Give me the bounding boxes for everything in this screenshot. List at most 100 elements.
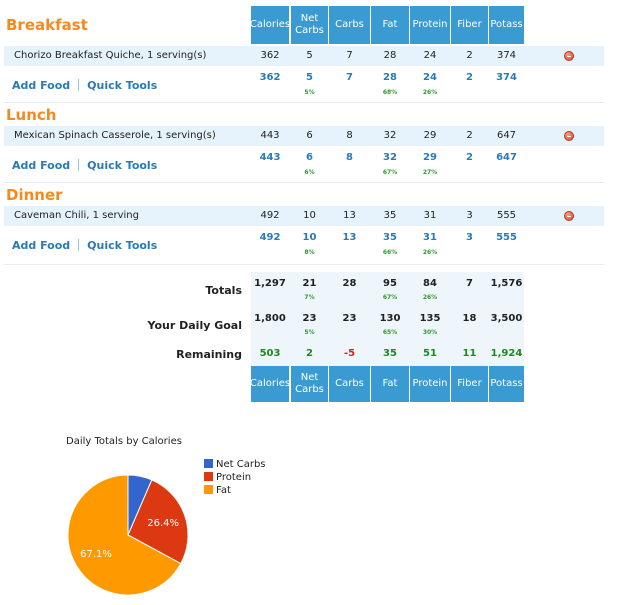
- goal-value-protein: 135: [419, 313, 441, 324]
- column-header-net-carbs: Net Carbs: [291, 366, 328, 402]
- quick-tools-link[interactable]: Quick Tools: [87, 79, 158, 92]
- food-value-carbs: 8: [346, 130, 353, 141]
- column-header-potass: Potass: [489, 6, 524, 44]
- legend-swatch: [204, 459, 213, 468]
- food-row-dinner[interactable]: Caveman Chili, 1 serving: [4, 206, 604, 226]
- food-value-calories: 492: [260, 210, 280, 221]
- food-value-carbs: 7: [346, 50, 353, 61]
- food-value-protein: 29: [423, 130, 437, 141]
- meal-total-carbs: 8: [346, 152, 353, 163]
- food-value-potass: 647: [496, 130, 517, 141]
- meal-total-fat: 28: [383, 72, 397, 83]
- food-row-breakfast[interactable]: Chorizo Breakfast Quiche, 1 serving(s): [4, 46, 604, 66]
- food-value-calories: 362: [260, 50, 280, 61]
- column-header-protein: Protein: [410, 6, 450, 44]
- column-header-fat: Fat: [371, 6, 409, 44]
- goal-value-carbs: 23: [342, 313, 357, 324]
- percent-label: 68%: [382, 89, 398, 96]
- percent-label: 8%: [304, 249, 315, 256]
- quick-tools-link[interactable]: Quick Tools: [87, 239, 158, 252]
- remaining-value-protein: 51: [423, 348, 437, 359]
- meal-total-carbs: 13: [342, 232, 357, 243]
- meal-total-fat: 35: [383, 232, 397, 243]
- column-header-protein: Protein: [410, 366, 450, 402]
- legend-label: Net Carbs: [216, 459, 266, 470]
- divider: [4, 102, 604, 103]
- meal-total-fiber: 3: [466, 232, 473, 243]
- totals-value-potass: 1,576: [490, 278, 523, 289]
- totals-value-net-carbs: 21: [302, 278, 317, 289]
- remaining-value-carbs: -5: [343, 348, 356, 359]
- goal-value-fat: 130: [379, 313, 401, 324]
- food-value-net-carbs: 10: [303, 210, 316, 221]
- percent-label: 26%: [422, 89, 438, 96]
- remaining-value-calories: 503: [259, 348, 281, 359]
- goal-value-net-carbs: 23: [302, 313, 317, 324]
- food-name[interactable]: Mexican Spinach Casserole, 1 serving(s): [14, 130, 216, 141]
- remaining-value-fiber: 11: [462, 348, 477, 359]
- percent-label: 26%: [422, 294, 438, 301]
- legend-swatch: [204, 472, 213, 481]
- food-value-fat: 35: [383, 210, 397, 221]
- pie-slice-fat: [67, 474, 182, 596]
- meal-total-fiber: 2: [466, 72, 473, 83]
- remove-food-icon[interactable]: [564, 211, 574, 221]
- food-value-fiber: 3: [466, 210, 473, 221]
- goal-value-potass: 3,500: [490, 313, 523, 324]
- goal-value-calories: 1,800: [254, 313, 286, 324]
- meal-total-protein: 29: [423, 152, 437, 163]
- meal-total-net-carbs: 10: [302, 232, 317, 243]
- legend-item-protein: Protein: [204, 472, 251, 483]
- meal-title-breakfast: Breakfast: [6, 16, 88, 34]
- column-header-net-carbs: Net Carbs: [291, 6, 328, 44]
- add-food-link[interactable]: Add Food: [12, 159, 71, 172]
- percent-label: 5%: [304, 89, 315, 96]
- meal-title-dinner: Dinner: [6, 186, 63, 204]
- legend-item-net-carbs: Net Carbs: [204, 459, 266, 470]
- percent-label: 66%: [382, 249, 398, 256]
- remove-food-icon[interactable]: [564, 131, 574, 141]
- column-header-calories: Calories: [250, 366, 290, 402]
- remaining-value-fat: 35: [383, 348, 397, 359]
- totals-background: [251, 272, 524, 366]
- meal-total-net-carbs: 6: [306, 152, 313, 163]
- food-name[interactable]: Chorizo Breakfast Quiche, 1 serving(s): [14, 50, 207, 61]
- legend-label: Fat: [216, 485, 231, 496]
- food-value-fat: 28: [383, 50, 397, 61]
- pie-slice-label: 26.4%: [147, 518, 179, 529]
- legend-swatch: [204, 485, 213, 494]
- chart-title: Daily Totals by Calories: [66, 436, 182, 447]
- meal-total-fat: 32: [383, 152, 397, 163]
- food-row-lunch[interactable]: Mexican Spinach Casserole, 1 serving(s): [4, 126, 604, 146]
- meal-links-lunch: Add Food Quick Tools: [12, 159, 157, 172]
- header-text: Net Carbs: [295, 372, 324, 395]
- meal-total-calories: 362: [259, 72, 281, 83]
- totals-value-fiber: 7: [466, 278, 473, 289]
- percent-label: 65%: [382, 329, 398, 336]
- meal-total-potass: 555: [496, 232, 517, 243]
- food-name[interactable]: Caveman Chili, 1 serving: [14, 210, 139, 221]
- meal-total-calories: 492: [259, 232, 281, 243]
- food-value-fat: 32: [383, 130, 397, 141]
- column-header-fat: Fat: [371, 366, 409, 402]
- quick-tools-link[interactable]: Quick Tools: [87, 159, 158, 172]
- divider: [4, 182, 604, 183]
- meal-total-calories: 443: [259, 152, 281, 163]
- food-value-carbs: 13: [343, 210, 356, 221]
- add-food-link[interactable]: Add Food: [12, 79, 71, 92]
- food-value-net-carbs: 6: [306, 130, 313, 141]
- column-header-calories: Calories: [250, 6, 290, 44]
- meal-total-protein: 24: [423, 72, 437, 83]
- percent-label: 30%: [422, 329, 438, 336]
- legend-label: Protein: [216, 472, 252, 483]
- goal-value-fiber: 18: [462, 313, 477, 324]
- food-value-potass: 374: [496, 50, 517, 61]
- meal-links-breakfast: Add Food Quick Tools: [12, 79, 157, 92]
- food-value-fiber: 2: [466, 130, 473, 141]
- column-header-fiber: Fiber: [451, 366, 488, 402]
- percent-label: 67%: [382, 294, 398, 301]
- food-value-calories: 443: [260, 130, 280, 141]
- percent-label: 7%: [304, 294, 315, 301]
- remove-food-icon[interactable]: [564, 51, 574, 61]
- add-food-link[interactable]: Add Food: [12, 239, 71, 252]
